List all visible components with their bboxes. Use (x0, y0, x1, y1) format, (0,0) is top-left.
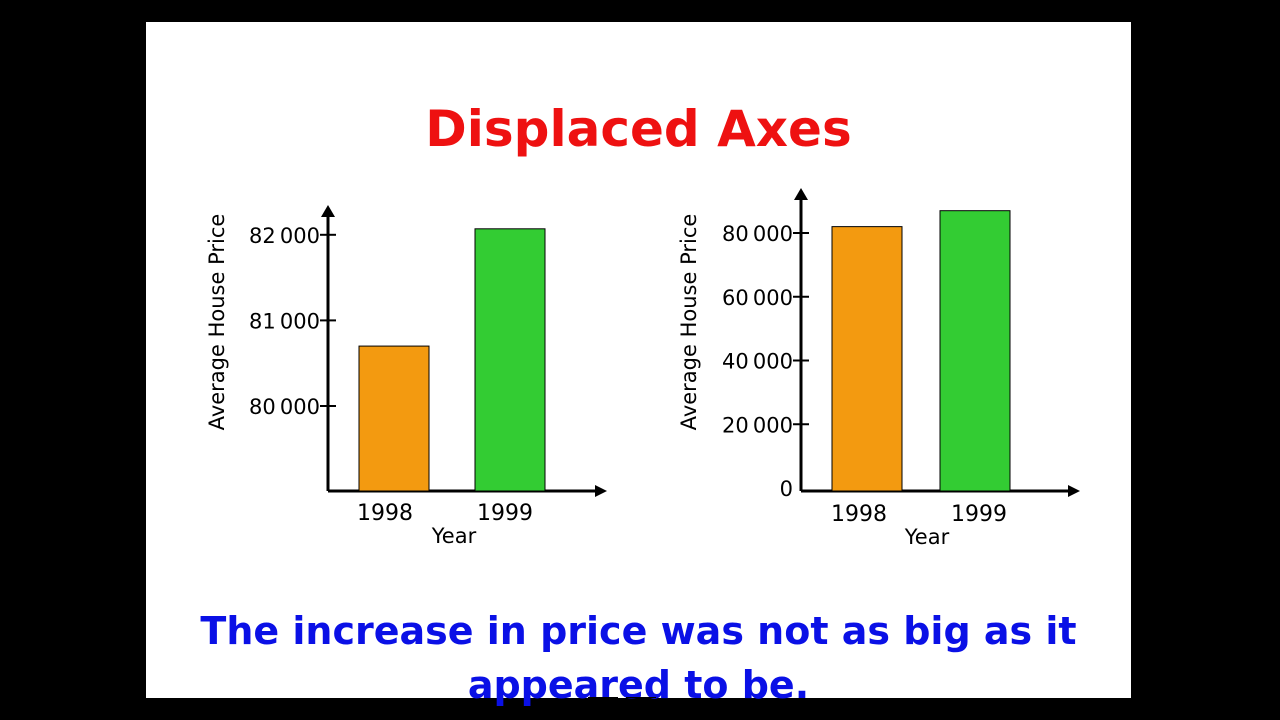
right-x-axis-arrow (1068, 485, 1080, 497)
left-y-axis-label: Average House Price (205, 214, 229, 431)
left-y-axis-arrow (321, 205, 335, 217)
left-y-tick-label: 81 000 (249, 309, 320, 333)
left-x-axis-arrow (595, 485, 607, 497)
right-y-tick-label: 40 000 (722, 350, 793, 374)
right-category-label: 1999 (951, 502, 1007, 527)
left-category-label: 1999 (477, 501, 533, 526)
right-y-tick-label: 60 000 (722, 286, 793, 310)
left-x-axis-label: Year (431, 524, 477, 548)
right-category-label: 1998 (831, 502, 887, 527)
left-bar-1999 (474, 228, 546, 492)
right-y-axis-label: Average House Price (677, 214, 701, 431)
right-x-axis-label: Year (904, 525, 950, 549)
right-bar-1999 (939, 210, 1011, 492)
right-y-tick-label: 0 (780, 477, 793, 501)
right-y-tick-label: 20 000 (722, 413, 793, 437)
right-bar-1998 (831, 226, 903, 492)
bottom-decoration (588, 694, 698, 698)
left-y-tick-label: 82 000 (249, 224, 320, 248)
right-y-axis-arrow (794, 188, 808, 200)
slide-title: Displaced Axes (425, 100, 852, 158)
right-y-tick-label: 80 000 (722, 222, 793, 246)
left-bar-1998 (358, 345, 430, 492)
slide-caption: The increase in price was not as big as … (200, 609, 1077, 707)
left-category-label: 1998 (357, 501, 413, 526)
left-y-tick-label: 80 000 (249, 395, 320, 419)
